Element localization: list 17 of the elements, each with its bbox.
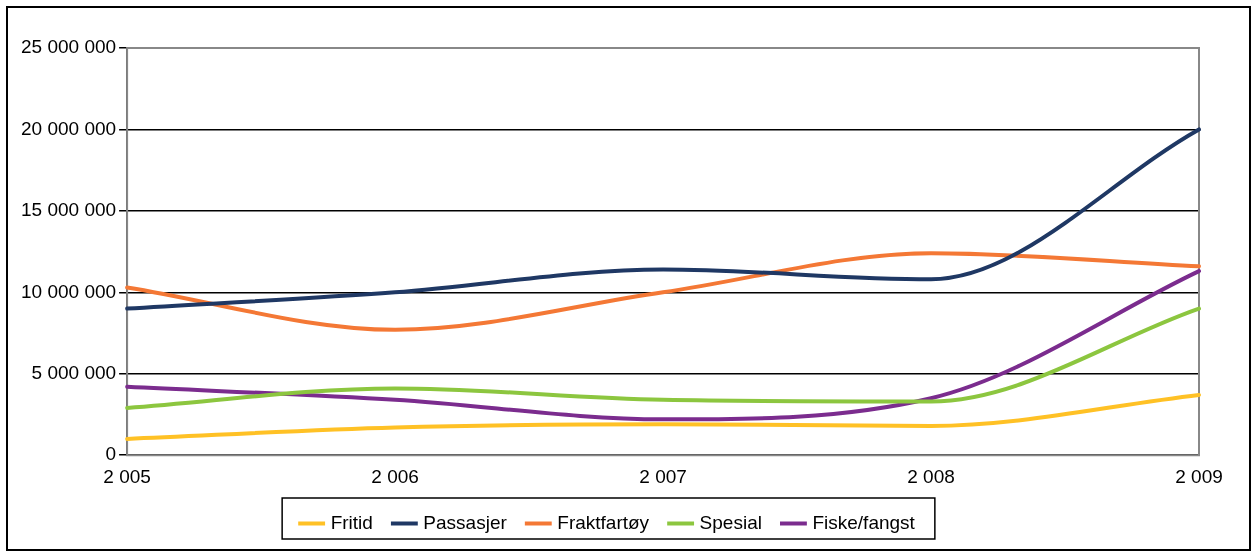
x-tick-label: 2 007	[639, 465, 687, 487]
legend-label: Passasjer	[423, 511, 508, 533]
legend-label: Fiske/fangst	[812, 511, 916, 533]
y-tick-label: 25 000 000	[21, 36, 117, 58]
legend-label: Spesial	[699, 511, 762, 533]
y-tick-label: 10 000 000	[21, 280, 117, 302]
y-tick-label: 0	[105, 443, 117, 465]
y-tick-label: 20 000 000	[21, 117, 117, 139]
legend-label: Fritid	[330, 511, 373, 533]
y-tick-label: 15 000 000	[21, 199, 117, 221]
legend-label: Fraktfartøy	[557, 511, 650, 533]
x-tick-label: 2 008	[907, 465, 955, 487]
x-tick-label: 2 009	[1175, 465, 1223, 487]
x-tick-label: 2 005	[103, 465, 151, 487]
line-series	[125, 392, 1201, 441]
y-tick-label: 5 000 000	[31, 361, 117, 383]
x-tick-label: 2 006	[371, 465, 419, 487]
